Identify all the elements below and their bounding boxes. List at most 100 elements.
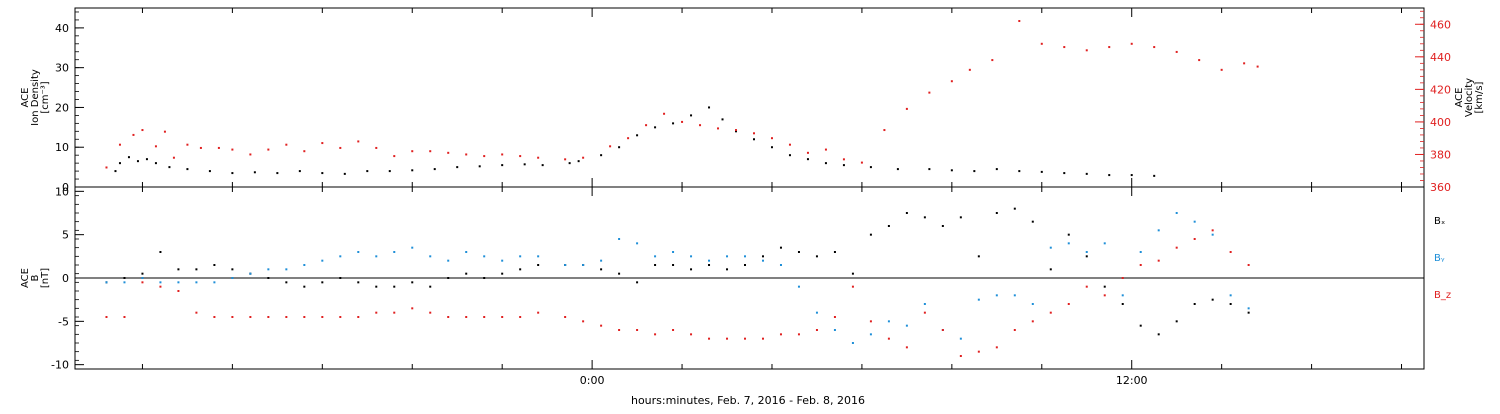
- data-point: [1229, 251, 1232, 253]
- data-point: [708, 337, 711, 340]
- data-point: [770, 137, 773, 140]
- data-point: [1198, 59, 1201, 62]
- data-point: [1013, 294, 1016, 297]
- y-axis-label-line: Ion Density: [30, 69, 41, 126]
- data-point: [1130, 174, 1133, 177]
- data-point: [321, 259, 324, 262]
- data-point: [833, 251, 836, 253]
- data-point: [118, 162, 121, 165]
- data-point: [1229, 294, 1232, 297]
- y-right-axis-label-line: Velocity: [1464, 78, 1475, 117]
- data-point: [995, 168, 998, 171]
- data-point: [447, 277, 450, 279]
- data-point: [761, 259, 764, 262]
- data-point: [249, 272, 252, 275]
- data-point: [1157, 333, 1160, 336]
- data-point: [600, 324, 603, 327]
- data-point: [869, 333, 872, 336]
- data-point: [285, 281, 288, 284]
- data-point: [213, 264, 216, 266]
- data-point: [1108, 46, 1111, 49]
- y-tick-label: 0: [62, 181, 69, 194]
- y-tick-label: 10: [55, 141, 69, 154]
- data-point: [806, 151, 809, 154]
- data-point: [177, 268, 180, 271]
- data-point: [267, 277, 270, 279]
- data-point: [433, 168, 436, 171]
- data-point: [231, 148, 234, 151]
- data-point: [523, 163, 526, 166]
- data-point: [654, 264, 657, 266]
- data-point: [141, 277, 144, 279]
- data-point: [483, 155, 486, 158]
- legend-entry: Bₓ: [1434, 216, 1445, 227]
- data-point: [1049, 311, 1052, 314]
- data-point: [636, 134, 639, 137]
- data-point: [1193, 303, 1196, 305]
- data-point: [429, 285, 432, 288]
- data-point: [636, 329, 639, 331]
- y-tick-label: 20: [55, 101, 69, 114]
- data-point: [105, 166, 108, 169]
- data-point: [114, 170, 117, 173]
- data-point: [321, 172, 324, 175]
- data-point: [887, 320, 890, 323]
- data-point: [249, 316, 252, 318]
- y-tick-label: 5: [62, 229, 69, 242]
- data-point: [788, 154, 791, 157]
- data-point: [1247, 311, 1250, 314]
- data-point: [618, 146, 621, 149]
- data-point: [519, 268, 522, 271]
- y-right-axis-label-line: [km/s]: [1474, 81, 1485, 113]
- data-point: [1121, 277, 1124, 279]
- y-tick-label: 0: [62, 272, 69, 285]
- data-point: [1031, 303, 1034, 305]
- data-point: [941, 225, 944, 227]
- data-point: [1031, 220, 1034, 223]
- data-point: [159, 251, 162, 253]
- data-point: [1018, 170, 1021, 173]
- data-point: [618, 272, 621, 275]
- data-point: [231, 316, 234, 318]
- data-point: [177, 281, 180, 284]
- data-point: [1153, 174, 1156, 177]
- data-point: [501, 272, 504, 275]
- data-point: [519, 155, 522, 158]
- data-point: [744, 337, 747, 340]
- data-point: [501, 316, 504, 318]
- data-point: [429, 150, 432, 153]
- data-point: [797, 251, 800, 253]
- data-point: [483, 277, 486, 279]
- data-point: [465, 316, 468, 318]
- data-point: [177, 290, 180, 292]
- data-point: [950, 80, 953, 83]
- data-point: [159, 281, 162, 284]
- data-point: [393, 155, 396, 158]
- data-point: [995, 294, 998, 297]
- data-point: [393, 285, 396, 288]
- data-point: [735, 130, 738, 133]
- data-point: [1085, 172, 1088, 175]
- data-point: [1121, 294, 1124, 297]
- data-point: [375, 311, 378, 314]
- panel-frame: [74, 7, 1425, 188]
- data-point: [833, 316, 836, 318]
- data-point: [1193, 220, 1196, 223]
- data-point: [339, 255, 342, 258]
- data-point: [339, 316, 342, 318]
- data-point: [928, 168, 931, 171]
- data-point: [393, 251, 396, 253]
- data-point: [483, 255, 486, 258]
- data-point: [582, 156, 585, 159]
- data-point: [303, 150, 306, 153]
- data-point: [779, 264, 782, 266]
- data-point: [303, 316, 306, 318]
- data-point: [1243, 62, 1246, 65]
- data-point: [537, 156, 540, 159]
- data-point: [1220, 68, 1223, 71]
- y-tick-label: 30: [55, 62, 69, 75]
- data-point: [447, 151, 450, 154]
- data-point: [541, 164, 544, 167]
- data-point: [478, 165, 481, 168]
- data-point: [465, 251, 468, 253]
